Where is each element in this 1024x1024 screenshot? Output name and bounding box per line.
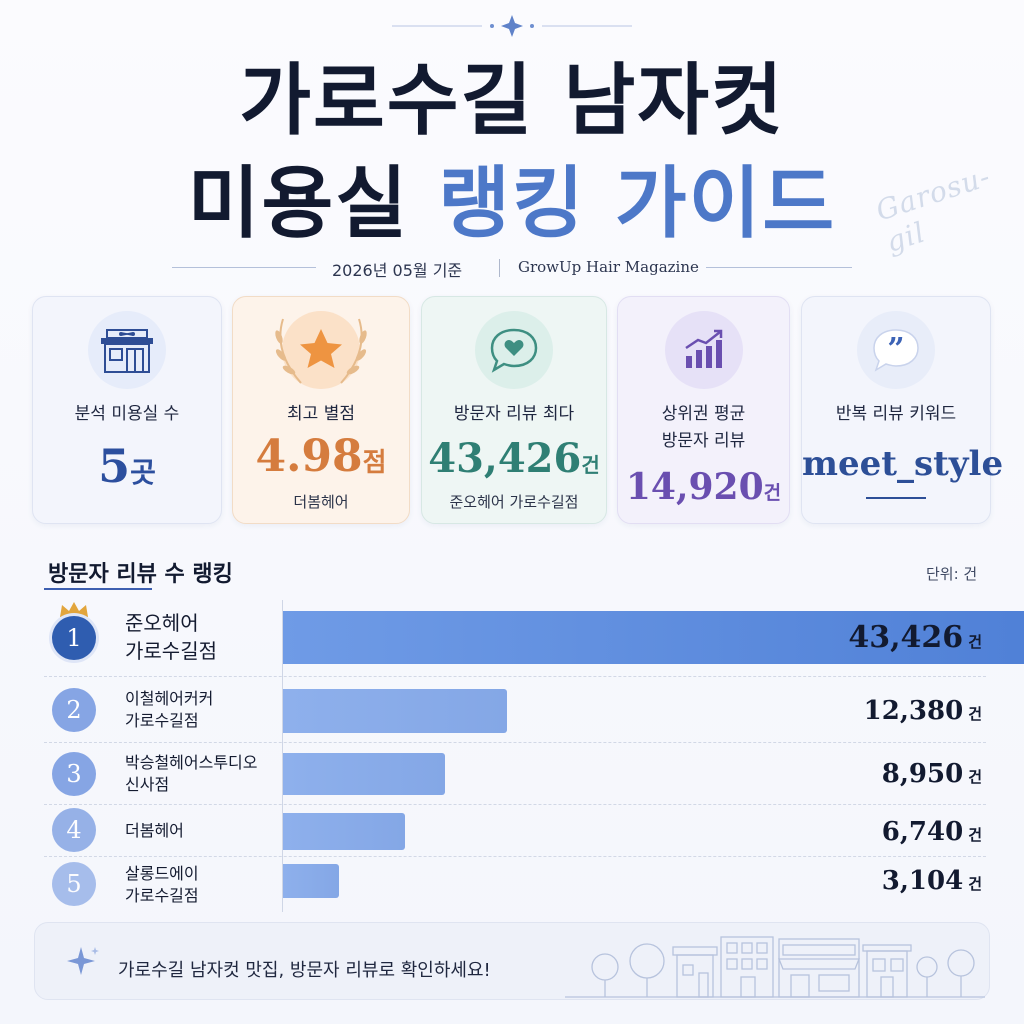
stat-value: meet_style [802, 444, 1004, 484]
row-divider [44, 676, 986, 677]
row-divider [44, 856, 986, 857]
bar [283, 753, 445, 795]
rank-badge: 2 [52, 688, 96, 732]
star-laurel-icon [275, 311, 367, 389]
salon-name-line: 준오헤어 [125, 611, 199, 635]
title-line-1: 가로수길 남자컷 [239, 55, 785, 146]
salon-name-line: 이철헤어커커 [125, 689, 214, 708]
stat-unit: 점 [362, 448, 387, 478]
quote-bubble-icon: ” [857, 311, 935, 389]
ranking-title-underline [44, 588, 152, 590]
svg-text:”: ” [887, 332, 904, 367]
row-divider [44, 742, 986, 743]
magazine-name: GrowUp Hair Magazine [518, 258, 699, 276]
bar-value-unit: 건 [968, 768, 982, 786]
stat-unit: 곳 [130, 456, 156, 489]
bar-value-number: 8,950 [881, 759, 964, 789]
bar-value-label: 3,104 건 [882, 868, 982, 894]
keyword-underline [866, 497, 926, 499]
bar [283, 611, 1024, 664]
stat-value: 5곳 [33, 443, 221, 489]
stat-card-max-reviews: 방문자 리뷰 최다 43,426건 준오헤어 가로수길점 [421, 296, 607, 524]
growth-chart-icon [664, 311, 743, 389]
report-date: 2026년 05월 기준 [332, 261, 463, 280]
crown-icon [60, 602, 88, 617]
top-ornament [392, 15, 632, 37]
salon-name-line: 살롱드에이 [125, 864, 199, 883]
bar-value-label: 12,380 건 [864, 698, 982, 724]
bar-value-number: 3,104 [881, 866, 964, 896]
stat-unit: 건 [581, 453, 600, 477]
bar-value-unit: 건 [968, 705, 982, 723]
bar [283, 813, 405, 850]
bar-value-label: 8,950 건 [882, 761, 982, 787]
bar [283, 864, 339, 898]
stat-number: 43,426 [428, 435, 582, 482]
rank-badge: 5 [52, 862, 96, 906]
stat-number: 4.98 [255, 431, 363, 482]
bar-value-number: 12,380 [863, 696, 964, 726]
stat-label: 최고 별점 [287, 404, 355, 424]
meta-row: 2026년 05월 기준 GrowUp Hair Magazine [0, 257, 1024, 280]
ranking-title: 방문자 리뷰 수 랭킹 [48, 561, 233, 587]
salon-name-line: 가로수길점 [125, 886, 199, 906]
bar-value-unit: 건 [968, 875, 982, 893]
salon-name-line: 박승철헤어스투디오 [125, 753, 258, 772]
stat-card-salon-count: 분석 미용실 수 5곳 [32, 296, 222, 524]
footer-message: 가로수길 남자컷 맛집, 방문자 리뷰로 확인하세요! [118, 960, 491, 981]
bar-value-label: 6,740 건 [882, 819, 982, 845]
stat-card-top-rating: 최고 별점 4.98점 더봄헤어 [232, 296, 410, 524]
sparkle-icon [67, 947, 99, 975]
stat-label: 반복 리뷰 키워드 [835, 404, 957, 424]
salon-name-line: 더봄헤어 [125, 821, 184, 840]
rank-badge: 1 [52, 616, 96, 660]
bar-value-number: 6,740 [881, 817, 964, 847]
stat-sub: 준오헤어 가로수길점 [449, 493, 579, 511]
stat-value: 43,426건 [422, 439, 606, 479]
rank-badge: 3 [52, 752, 96, 796]
stat-label: 방문자 리뷰 최다 [453, 404, 575, 424]
stat-value: 4.98점 [233, 435, 409, 479]
stat-sub: 더봄헤어 [293, 493, 349, 511]
chart-axis [282, 600, 283, 912]
row-divider [44, 804, 986, 805]
title-main: 미용실 [187, 158, 410, 249]
salon-name-line: 가로수길점 [125, 638, 217, 663]
title-line-2: 미용실 랭킹 가이드 [0, 165, 1024, 243]
rank-badge: 4 [52, 808, 96, 852]
bar-value-unit: 건 [968, 826, 982, 844]
salon-name-line: 신사점 [125, 775, 170, 795]
meta-rule-left [172, 267, 316, 268]
stat-number: 14,920 [625, 466, 764, 508]
salon-storefront-icon [88, 311, 166, 389]
street-shops-illustration [565, 936, 985, 998]
salon-name: 더봄헤어 [125, 820, 277, 842]
meta-separator [499, 259, 500, 277]
bar-value-label: 43,426 건 [848, 623, 982, 653]
bar-value-number: 43,426 [848, 620, 964, 655]
stat-unit: 건 [763, 482, 782, 504]
stat-label: 상위권 평균 [661, 404, 746, 424]
footer-banner [34, 922, 990, 1000]
bar [283, 689, 507, 733]
salon-name-line: 가로수길점 [125, 711, 199, 731]
bar-value-unit: 건 [968, 633, 982, 651]
meta-rule-right [706, 267, 852, 268]
stat-number: 5 [98, 439, 131, 493]
stat-card-keyword: ” 반복 리뷰 키워드 meet_style [801, 296, 1004, 524]
unit-note: 단위: 건 [926, 565, 978, 583]
title-accent: 랭킹 가이드 [438, 158, 837, 249]
stat-label-2: 방문자 리뷰 [661, 431, 746, 451]
stat-card-avg-reviews: 상위권 평균 방문자 리뷰 14,920건 [617, 296, 790, 524]
stat-value: 14,920건 [618, 469, 789, 505]
heart-chat-icon [475, 311, 553, 389]
stat-label: 분석 미용실 수 [74, 404, 180, 424]
